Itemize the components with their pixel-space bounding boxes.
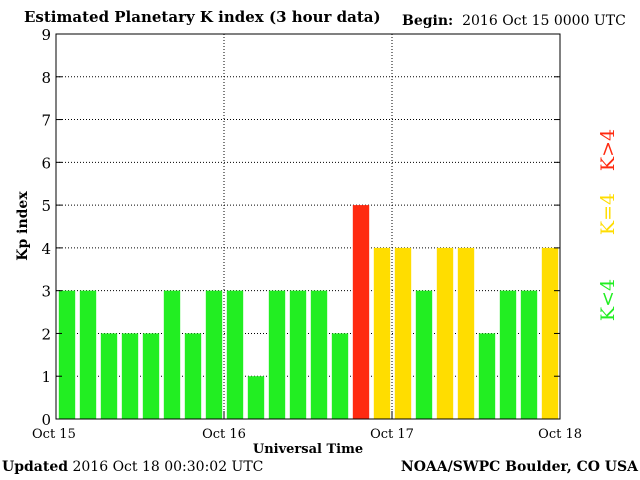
kp-bar bbox=[415, 290, 433, 419]
kp-bar bbox=[331, 333, 349, 419]
kp-bar bbox=[163, 290, 181, 419]
y-axis-ticks: 0 1 2 3 4 5 6 7 8 9 bbox=[41, 26, 560, 429]
x-tick-label: Oct 17 bbox=[370, 427, 414, 442]
kp-bar bbox=[79, 290, 97, 419]
credit-text: NOAA/SWPC Boulder, CO USA bbox=[400, 459, 638, 475]
y-tick-label: 8 bbox=[41, 69, 51, 87]
x-axis-ticks: Oct 15 Oct 16 Oct 17 Oct 18 bbox=[32, 411, 582, 442]
y-tick-label: 9 bbox=[41, 26, 51, 44]
begin-label: Begin: bbox=[402, 13, 454, 29]
x-tick-label: Oct 18 bbox=[538, 427, 582, 442]
kp-bar bbox=[268, 290, 286, 419]
chart-grid bbox=[56, 34, 560, 419]
y-tick-label: 6 bbox=[41, 154, 51, 172]
x-tick-label: Oct 16 bbox=[202, 427, 246, 442]
kp-bar bbox=[100, 333, 118, 419]
kp-bar bbox=[205, 290, 223, 419]
kp-bar bbox=[373, 247, 391, 419]
kp-bar bbox=[436, 247, 454, 419]
y-axis-label: Kp index bbox=[15, 191, 31, 261]
begin-value: 2016 Oct 15 0000 UTC bbox=[462, 13, 626, 29]
y-tick-label: 3 bbox=[41, 283, 51, 301]
kp-bar bbox=[352, 205, 370, 419]
kp-bar bbox=[457, 247, 475, 419]
y-tick-label: 7 bbox=[41, 112, 51, 130]
kp-bar bbox=[478, 333, 496, 419]
x-axis-label: Universal Time bbox=[253, 442, 363, 457]
updated-value: 2016 Oct 18 00:30:02 UTC bbox=[72, 459, 264, 475]
kp-bar bbox=[289, 290, 307, 419]
y-tick-label: 4 bbox=[41, 240, 51, 258]
kp-bar bbox=[394, 247, 412, 419]
chart-title: Estimated Planetary K index (3 hour data… bbox=[24, 8, 381, 26]
chart-legend: K<4 K=4 K>4 bbox=[597, 129, 619, 321]
kp-bar bbox=[247, 376, 265, 419]
x-tick-label: Oct 15 bbox=[32, 427, 76, 442]
y-tick-label: 1 bbox=[41, 368, 51, 386]
kp-bar bbox=[520, 290, 538, 419]
updated-label: Updated bbox=[2, 459, 69, 475]
begin-timestamp: Begin: 2016 Oct 15 0000 UTC bbox=[402, 13, 626, 29]
kp-bar bbox=[310, 290, 328, 419]
y-tick-label: 2 bbox=[41, 325, 51, 343]
kp-bar bbox=[184, 333, 202, 419]
legend-label: K=4 bbox=[597, 193, 619, 235]
kp-bar bbox=[499, 290, 517, 419]
y-tick-label: 5 bbox=[41, 197, 51, 215]
legend-label: K>4 bbox=[597, 129, 619, 171]
kp-bar bbox=[142, 333, 160, 419]
kp-bar bbox=[121, 333, 139, 419]
plot-frame bbox=[55, 33, 561, 420]
kp-bar bbox=[226, 290, 244, 419]
legend-label: K<4 bbox=[597, 279, 619, 321]
y-tick-label: 0 bbox=[41, 411, 51, 429]
chart-bars bbox=[58, 205, 559, 419]
kp-bar bbox=[58, 290, 76, 419]
updated-timestamp: Updated 2016 Oct 18 00:30:02 UTC bbox=[2, 459, 263, 475]
